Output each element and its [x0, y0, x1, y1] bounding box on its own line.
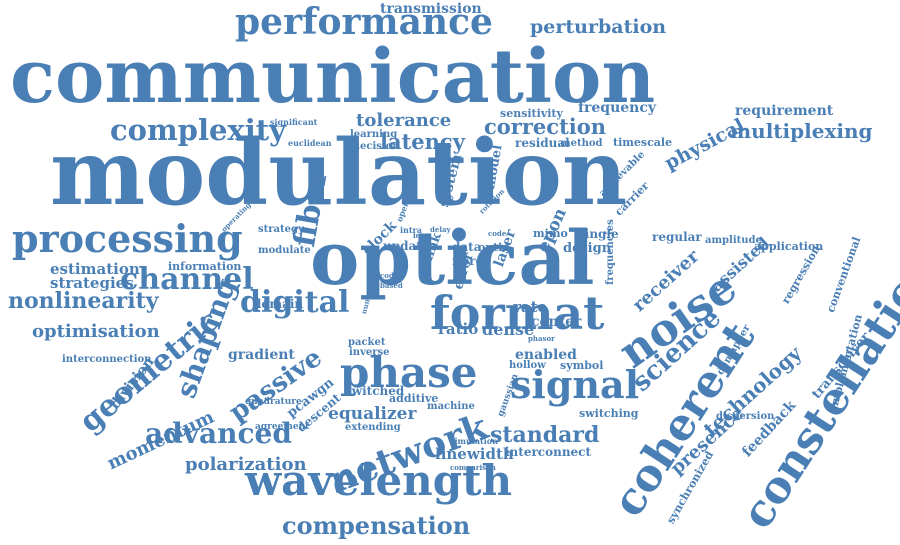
- cloud-word: iece: [413, 231, 429, 240]
- cloud-word: perturbation: [530, 16, 667, 38]
- cloud-word: method: [560, 138, 603, 149]
- cloud-word: delay: [430, 225, 451, 234]
- cloud-word: nonlinearity: [8, 288, 159, 314]
- cloud-word: interconnect: [505, 445, 592, 459]
- cloud-word: wavelength: [245, 456, 513, 505]
- cloud-word: dispersion: [716, 411, 775, 422]
- cloud-word: hollow: [509, 360, 546, 371]
- cloud-word: equalizer: [328, 404, 417, 424]
- cloud-word: communication: [10, 34, 656, 120]
- cloud-word: phasor: [528, 334, 555, 343]
- cloud-word: format: [430, 286, 605, 340]
- cloud-word: information: [168, 260, 242, 273]
- cloud-word: rate: [513, 298, 548, 316]
- cloud-word: learning: [350, 129, 398, 140]
- cloud-word: optimisation: [32, 321, 160, 342]
- cloud-word: machine: [427, 401, 475, 412]
- cloud-word: extending: [345, 422, 401, 433]
- cloud-word: compensation: [282, 511, 471, 540]
- cloud-word: design: [563, 241, 612, 256]
- cloud-word: dense: [482, 320, 535, 339]
- cloud-word: decision: [353, 141, 400, 152]
- cloud-word: multiplexing: [730, 119, 873, 143]
- cloud-word: ratio: [438, 320, 479, 338]
- cloud-word: transmission: [380, 1, 482, 17]
- cloud-word: requirement: [735, 103, 834, 119]
- cloud-word: amplitude: [705, 235, 762, 246]
- cloud-word: advanced: [145, 417, 292, 450]
- cloud-word: gradient: [228, 347, 295, 363]
- cloud-word: fibre: [452, 254, 484, 268]
- cloud-word: performance: [235, 1, 493, 43]
- cloud-word: code: [488, 229, 507, 238]
- cloud-word: symbol: [560, 359, 604, 372]
- cloud-word: enabled: [515, 347, 577, 363]
- cloud-word: domain: [253, 297, 304, 311]
- cloud-word: additive: [389, 392, 439, 405]
- cloud-word: intra: [400, 225, 422, 235]
- cloud-word: switched: [345, 384, 405, 398]
- cloud-word: simulation: [450, 436, 498, 446]
- cloud-word: digital: [240, 285, 350, 320]
- cloud-word: data: [452, 240, 482, 254]
- cloud-word: tolerance: [356, 110, 452, 131]
- cloud-word: mimo: [533, 227, 568, 240]
- cloud-word: modulation: [50, 120, 628, 226]
- cloud-word: timescale: [613, 136, 673, 149]
- cloud-word: optical: [310, 216, 595, 302]
- cloud-word: inverse: [349, 347, 390, 358]
- cloud-word: processing: [12, 216, 243, 261]
- cloud-word: comparison: [450, 463, 496, 472]
- cloud-word: correction: [484, 114, 607, 139]
- cloud-word: update: [383, 239, 430, 253]
- cloud-word: modulate: [258, 245, 311, 256]
- cloud-word: optic: [478, 241, 509, 254]
- cloud-word: signal: [510, 362, 640, 407]
- cloud-word: coded: [380, 271, 404, 280]
- cloud-word: polarization: [185, 454, 307, 475]
- cloud-word: estimation: [50, 260, 140, 278]
- cloud-word: regular: [652, 230, 702, 244]
- cloud-word: frequency: [578, 100, 657, 116]
- cloud-word: agreement: [255, 422, 310, 432]
- cloud-word: strategies: [50, 274, 134, 292]
- cloud-word: channel: [120, 262, 254, 297]
- cloud-word: frequencies: [605, 219, 616, 285]
- cloud-word: strategy: [258, 224, 304, 235]
- cloud-word: complexity: [110, 113, 286, 147]
- cloud-word: quadrature: [245, 397, 302, 407]
- cloud-word: single: [578, 227, 619, 241]
- cloud-word: application: [754, 240, 824, 253]
- cloud-word: linewidth: [435, 445, 514, 463]
- cloud-word: latency: [380, 129, 465, 154]
- cloud-word: switching: [579, 407, 639, 420]
- cloud-word: euclidean: [288, 138, 332, 148]
- cloud-word: conventional: [824, 235, 864, 315]
- cloud-word: sensitivity: [500, 107, 563, 120]
- cloud-word: phase: [340, 348, 478, 397]
- cloud-word: residual: [515, 136, 570, 150]
- cloud-word: center: [531, 314, 582, 330]
- cloud-word: significant: [270, 117, 318, 127]
- cloud-word: based: [380, 281, 403, 290]
- cloud-word: packet: [348, 337, 386, 348]
- cloud-word: standard: [490, 422, 600, 448]
- cloud-word: interconnection: [62, 354, 152, 365]
